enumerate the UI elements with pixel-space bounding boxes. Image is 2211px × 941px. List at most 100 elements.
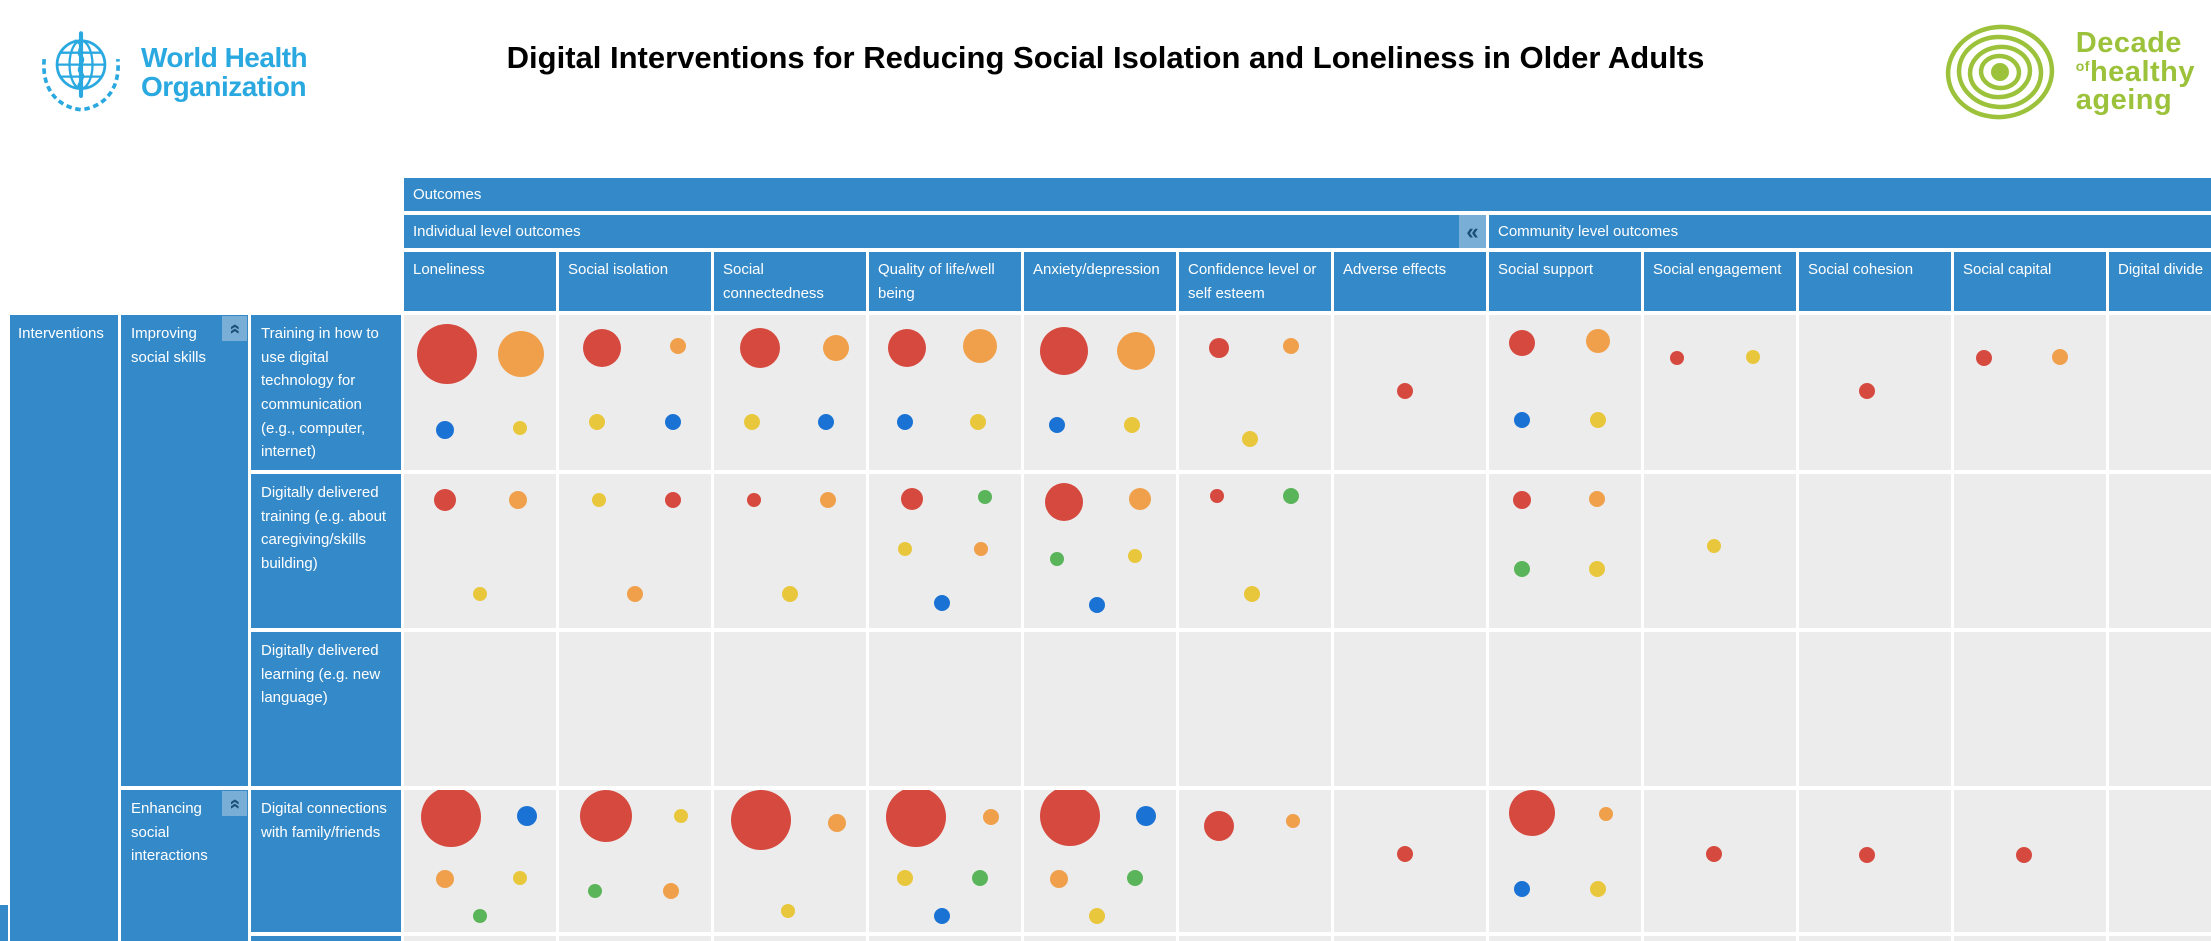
study-bubble-red[interactable] [1859,382,1876,399]
study-bubble-green[interactable] [977,490,992,505]
matrix-cell-partial [869,936,1021,941]
study-bubble-red[interactable] [665,492,681,509]
study-bubble-red[interactable] [746,493,761,508]
study-bubble-yellow[interactable] [1127,548,1142,563]
study-bubble-yellow[interactable] [1746,349,1761,364]
study-bubble-orange[interactable] [1599,807,1614,822]
study-bubble-red[interactable] [1397,845,1414,862]
study-bubble-red[interactable] [1039,326,1088,375]
study-bubble-green[interactable] [473,909,487,924]
study-bubble-red[interactable] [1039,790,1100,846]
community-outcomes-label: Community level outcomes [1498,223,1679,240]
study-bubble-red[interactable] [1210,488,1224,503]
study-bubble-red[interactable] [739,327,780,368]
study-bubble-orange[interactable] [828,813,847,832]
study-bubble-green[interactable] [588,883,603,898]
study-bubble-orange[interactable] [509,491,527,510]
left-edge-panel-handle[interactable] [0,905,8,941]
study-bubble-blue[interactable] [1135,805,1156,826]
study-bubble-yellow[interactable] [1588,561,1605,578]
study-bubble-orange[interactable] [669,338,686,354]
study-bubble-orange[interactable] [974,542,989,557]
study-bubble-blue[interactable] [1049,417,1066,434]
study-bubble-yellow[interactable] [1590,881,1607,898]
study-bubble-red[interactable] [434,489,457,512]
study-bubble-orange[interactable] [1286,814,1300,829]
study-bubble-blue[interactable] [665,413,681,430]
study-bubble-red[interactable] [1508,790,1555,836]
study-bubble-orange[interactable] [820,492,836,509]
study-bubble-red[interactable] [580,790,633,842]
study-bubble-red[interactable] [1208,337,1229,358]
study-bubble-yellow[interactable] [744,413,760,430]
study-bubble-blue[interactable] [933,595,950,612]
study-bubble-yellow[interactable] [1706,539,1721,554]
study-bubble-orange[interactable] [1283,338,1300,354]
study-bubble-yellow[interactable] [512,871,527,886]
study-bubble-orange[interactable] [1588,490,1605,507]
study-bubble-orange[interactable] [1128,487,1151,510]
collapse-group-button[interactable]: « [222,316,247,341]
study-bubble-blue[interactable] [897,413,914,430]
study-bubble-yellow[interactable] [1088,908,1105,925]
study-bubble-red[interactable] [416,323,477,384]
study-bubble-yellow[interactable] [898,542,913,557]
study-bubble-orange[interactable] [436,870,455,889]
study-bubble-green[interactable] [1126,870,1143,887]
study-bubble-red[interactable] [421,790,482,847]
study-bubble-red[interactable] [1859,847,1876,864]
study-bubble-red[interactable] [2015,847,2032,864]
study-bubble-orange[interactable] [1049,870,1068,889]
study-bubble-blue[interactable] [1514,881,1531,898]
study-bubble-red[interactable] [1705,845,1722,862]
study-bubble-blue[interactable] [1088,596,1105,613]
study-bubble-red[interactable] [731,790,792,850]
community-outcomes-band: Community level outcomes [1489,215,2211,248]
study-bubble-blue[interactable] [933,908,950,925]
study-bubble-orange[interactable] [982,808,999,825]
study-bubble-red[interactable] [582,328,621,367]
collapse-group-button[interactable]: « [222,791,247,816]
study-bubble-orange[interactable] [962,329,997,363]
study-bubble-red[interactable] [900,487,923,510]
study-bubble-yellow[interactable] [897,870,914,887]
study-bubble-red[interactable] [888,328,926,367]
study-bubble-orange[interactable] [1117,331,1156,370]
study-bubble-green[interactable] [971,870,988,887]
study-bubble-blue[interactable] [818,413,835,430]
study-bubble-yellow[interactable] [512,421,527,436]
study-bubble-red[interactable] [1397,382,1414,399]
collapse-individual-columns-button[interactable]: « [1459,215,1486,248]
study-bubble-orange[interactable] [498,330,545,377]
study-bubble-red[interactable] [1044,482,1083,521]
study-bubble-blue[interactable] [1514,412,1531,429]
study-bubble-yellow[interactable] [473,587,487,602]
study-bubble-yellow[interactable] [673,808,688,823]
study-bubble-green[interactable] [1514,561,1531,578]
study-bubble-orange[interactable] [2052,348,2069,365]
study-bubble-green[interactable] [1283,487,1300,504]
study-bubble-orange[interactable] [822,334,849,361]
study-bubble-yellow[interactable] [1243,586,1260,603]
study-bubble-blue[interactable] [436,420,455,439]
study-bubble-yellow[interactable] [1123,417,1140,434]
study-bubble-orange[interactable] [627,586,643,603]
outcomes-band-label: Outcomes [413,186,482,203]
study-bubble-green[interactable] [1050,551,1065,566]
study-bubble-red[interactable] [1976,350,1993,367]
study-bubble-yellow[interactable] [1242,431,1259,447]
study-bubble-red[interactable] [1670,351,1685,366]
study-bubble-yellow[interactable] [782,586,798,603]
study-bubble-red[interactable] [1513,491,1532,510]
study-bubble-yellow[interactable] [1590,412,1607,429]
study-bubble-blue[interactable] [517,805,538,826]
study-bubble-orange[interactable] [1586,329,1611,354]
study-bubble-yellow[interactable] [591,493,606,508]
study-bubble-yellow[interactable] [589,413,605,430]
study-bubble-yellow[interactable] [781,903,796,918]
study-bubble-red[interactable] [886,790,947,847]
study-bubble-red[interactable] [1203,810,1234,841]
study-bubble-orange[interactable] [663,882,680,899]
study-bubble-red[interactable] [1509,329,1536,356]
study-bubble-yellow[interactable] [970,413,987,430]
